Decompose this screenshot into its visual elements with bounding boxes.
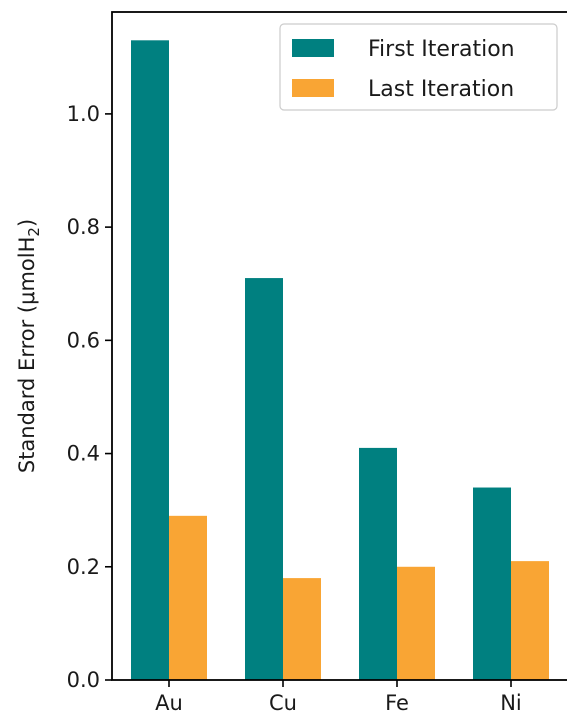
y-axis-label-subscript: 2 (25, 227, 43, 237)
legend-frame (279, 23, 558, 111)
x-axis: Au Cu Fe Ni (155, 680, 522, 715)
y-axis-label: Standard Error (μmolH2) (15, 219, 43, 473)
y-tick-label: 0.0 (67, 668, 100, 692)
y-tick-label: 0.6 (67, 328, 100, 352)
legend-swatch-last-iteration (292, 79, 334, 97)
x-tick-label-au: Au (155, 691, 183, 715)
plot-frame (111, 11, 567, 681)
x-tick-label-ni: Ni (500, 691, 522, 715)
bar-first-iteration-au (131, 40, 169, 681)
bars-layer (131, 40, 549, 681)
bar-last-iteration-cu (283, 578, 321, 680)
x-tick-label-cu: Cu (269, 691, 297, 715)
bar-first-iteration-cu (245, 278, 283, 680)
bar-last-iteration-ni (511, 561, 549, 680)
legend: First Iteration Last Iteration (279, 23, 558, 111)
y-tick-label: 0.8 (67, 215, 100, 239)
bar-first-iteration-ni (473, 487, 511, 680)
legend-swatch-first-iteration (292, 39, 334, 57)
y-tick-label: 0.4 (67, 442, 100, 466)
y-tick-label: 1.0 (67, 102, 100, 126)
legend-label-first-iteration: First Iteration (368, 37, 515, 62)
bar-last-iteration-au (169, 515, 207, 680)
legend-label-last-iteration: Last Iteration (368, 77, 514, 102)
y-axis-label-suffix: ) (15, 219, 39, 227)
bar-last-iteration-fe (397, 566, 435, 680)
bar-first-iteration-fe (359, 447, 397, 680)
y-tick-label: 0.2 (67, 555, 100, 579)
x-tick-label-fe: Fe (385, 691, 409, 715)
y-axis: 0.0 0.2 0.4 0.6 0.8 1.0 (67, 102, 112, 692)
